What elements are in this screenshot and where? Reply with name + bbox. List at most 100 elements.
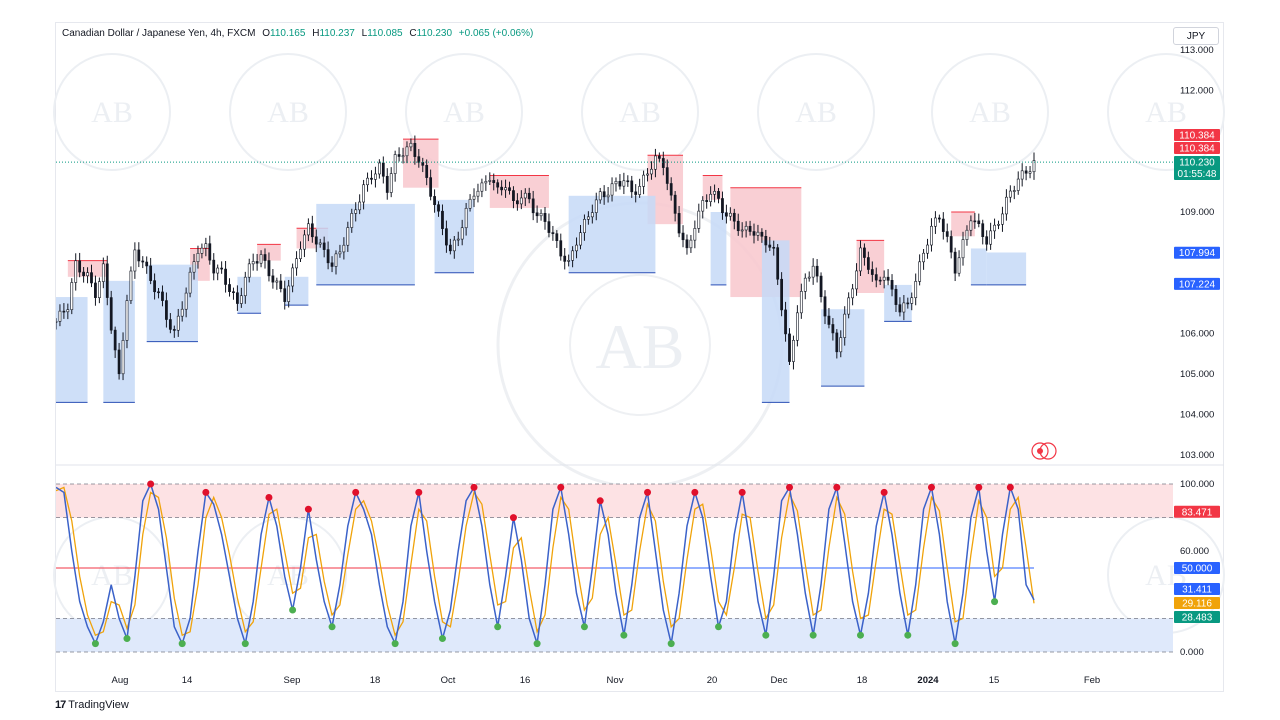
candle-body[interactable]	[957, 257, 961, 274]
candle-body[interactable]	[606, 194, 610, 198]
demand-zone[interactable]	[970, 248, 987, 285]
candle-body[interactable]	[827, 315, 831, 325]
candle-body[interactable]	[220, 267, 224, 270]
candle-body[interactable]	[385, 175, 389, 193]
trough-dot[interactable]	[991, 598, 999, 606]
candle-body[interactable]	[638, 186, 642, 195]
candle-body[interactable]	[882, 276, 886, 281]
peak-dot[interactable]	[202, 488, 210, 496]
candle-body[interactable]	[137, 249, 141, 262]
candle-body[interactable]	[397, 154, 401, 157]
candle-body[interactable]	[228, 284, 231, 292]
candle-body[interactable]	[764, 235, 768, 246]
candle-body[interactable]	[393, 154, 397, 174]
candle-body[interactable]	[870, 269, 874, 275]
candle-body[interactable]	[685, 239, 689, 249]
candle-body[interactable]	[488, 180, 492, 182]
candle-body[interactable]	[602, 191, 606, 198]
candle-body[interactable]	[583, 218, 586, 234]
candle-body[interactable]	[291, 267, 294, 287]
trough-dot[interactable]	[289, 606, 297, 614]
candle-body[interactable]	[188, 271, 192, 294]
candle-body[interactable]	[318, 242, 322, 245]
candle-body[interactable]	[141, 260, 145, 263]
candle-body[interactable]	[728, 212, 732, 217]
candle-body[interactable]	[303, 234, 306, 250]
candle-body[interactable]	[661, 158, 665, 168]
candle-body[interactable]	[176, 315, 180, 331]
candle-body[interactable]	[287, 285, 291, 302]
candle-body[interactable]	[117, 349, 121, 375]
peak-dot[interactable]	[265, 493, 273, 501]
candle-body[interactable]	[874, 274, 878, 281]
candle-body[interactable]	[559, 240, 563, 257]
candle-body[interactable]	[594, 199, 598, 213]
candle-body[interactable]	[941, 218, 945, 232]
replay-icon[interactable]	[1031, 442, 1049, 460]
candle-body[interactable]	[1008, 190, 1012, 198]
trough-dot[interactable]	[715, 623, 723, 631]
candle-body[interactable]	[863, 247, 866, 258]
candle-body[interactable]	[646, 173, 649, 176]
demand-zone[interactable]	[103, 280, 135, 403]
candle-body[interactable]	[831, 324, 835, 334]
candle-body[interactable]	[772, 246, 776, 249]
candle-body[interactable]	[701, 200, 705, 212]
candle-body[interactable]	[165, 300, 168, 320]
candle-body[interactable]	[172, 329, 176, 331]
candle-body[interactable]	[1012, 190, 1016, 192]
candle-body[interactable]	[855, 270, 858, 290]
candle-body[interactable]	[527, 192, 531, 200]
candle-body[interactable]	[732, 212, 736, 222]
candle-body[interactable]	[168, 319, 172, 330]
candle-body[interactable]	[295, 258, 298, 269]
candle-body[interactable]	[642, 174, 645, 187]
candle-body[interactable]	[161, 291, 164, 301]
candle-body[interactable]	[157, 291, 160, 294]
candle-body[interactable]	[121, 340, 125, 375]
candle-body[interactable]	[945, 231, 949, 237]
candle-body[interactable]	[555, 233, 559, 241]
candle-body[interactable]	[949, 236, 953, 253]
candle-body[interactable]	[508, 187, 511, 191]
candle-body[interactable]	[448, 244, 452, 252]
candle-body[interactable]	[681, 232, 685, 241]
candle-body[interactable]	[705, 200, 709, 202]
candle-body[interactable]	[697, 210, 701, 229]
candle-body[interactable]	[717, 191, 720, 199]
candle-body[interactable]	[232, 291, 235, 294]
candle-body[interactable]	[263, 254, 267, 261]
candle-body[interactable]	[441, 210, 444, 229]
candle-body[interactable]	[677, 213, 681, 234]
candle-body[interactable]	[618, 181, 622, 187]
trough-dot[interactable]	[951, 640, 959, 648]
candle-body[interactable]	[886, 276, 890, 281]
peak-dot[interactable]	[304, 505, 312, 513]
trough-dot[interactable]	[904, 631, 912, 639]
candle-body[interactable]	[721, 198, 724, 214]
candle-body[interactable]	[413, 142, 417, 157]
candle-body[interactable]	[752, 231, 756, 236]
candle-body[interactable]	[109, 297, 113, 331]
candle-body[interactable]	[326, 249, 330, 264]
supply-zone[interactable]	[489, 175, 549, 208]
peak-dot[interactable]	[147, 480, 155, 488]
candle-body[interactable]	[456, 238, 460, 241]
candle-body[interactable]	[314, 236, 318, 245]
candle-body[interactable]	[547, 221, 551, 233]
price-pane[interactable]	[55, 135, 1173, 460]
peak-dot[interactable]	[833, 483, 841, 491]
candle-body[interactable]	[243, 276, 247, 297]
trough-dot[interactable]	[391, 640, 399, 648]
candle-body[interactable]	[346, 227, 350, 246]
candle-body[interactable]	[145, 261, 149, 267]
candle-body[interactable]	[433, 196, 436, 205]
candle-body[interactable]	[82, 271, 85, 277]
candle-body[interactable]	[464, 207, 468, 229]
candle-body[interactable]	[105, 263, 109, 298]
candle-body[interactable]	[196, 253, 200, 263]
candle-body[interactable]	[586, 216, 590, 220]
candle-body[interactable]	[1032, 160, 1036, 173]
candle-body[interactable]	[468, 198, 472, 209]
candle-body[interactable]	[101, 263, 105, 282]
